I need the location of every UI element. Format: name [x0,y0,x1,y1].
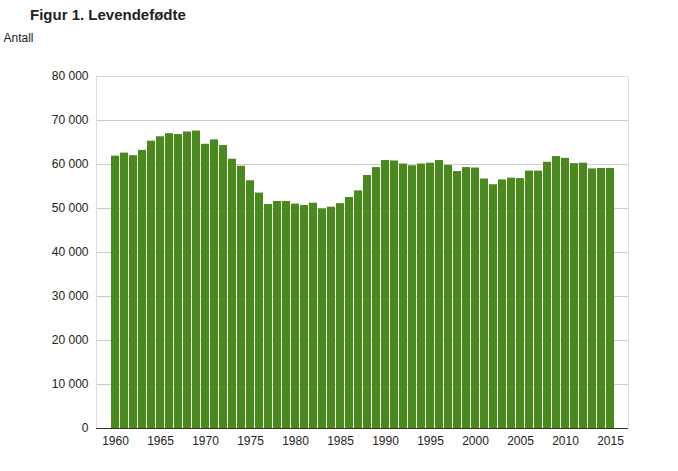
svg-text:2000: 2000 [462,434,489,448]
svg-text:1980: 1980 [282,434,309,448]
svg-text:1965: 1965 [147,434,174,448]
svg-text:20 000: 20 000 [52,333,89,347]
svg-text:30 000: 30 000 [52,289,89,303]
svg-text:60 000: 60 000 [52,157,89,171]
svg-text:0: 0 [82,421,89,435]
svg-text:Antall: Antall [4,31,34,45]
svg-text:50 000: 50 000 [52,201,89,215]
svg-text:10 000: 10 000 [52,377,89,391]
svg-text:2010: 2010 [552,434,579,448]
svg-text:2005: 2005 [507,434,534,448]
html-text:Figur 1. Levendefødte: Figur 1. Levendefødte [30,6,186,23]
svg-text:1960: 1960 [102,434,129,448]
svg-text:1995: 1995 [417,434,444,448]
svg-text:70 000: 70 000 [52,113,89,127]
svg-text:1975: 1975 [237,434,264,448]
svg-text:2015: 2015 [597,434,624,448]
svg-text:80 000: 80 000 [52,69,89,83]
svg-text:1970: 1970 [192,434,219,448]
svg-text:1985: 1985 [327,434,354,448]
svg-text:1990: 1990 [372,434,399,448]
svg-text:40 000: 40 000 [52,245,89,259]
